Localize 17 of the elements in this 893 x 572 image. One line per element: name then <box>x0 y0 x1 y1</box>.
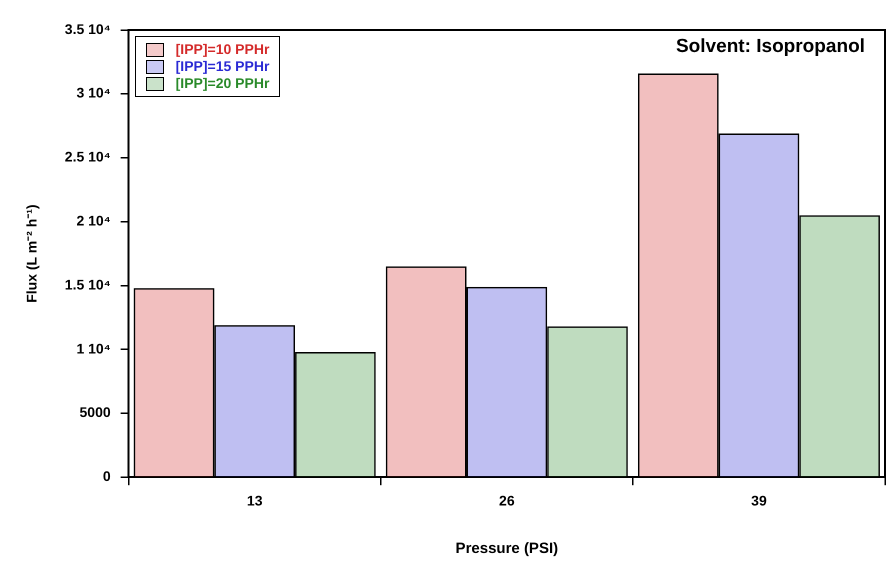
legend-label: [IPP]=10 PPHr <box>176 41 270 58</box>
y-tick-label: 5000 <box>79 404 111 420</box>
legend-label: [IPP]=15 PPHr <box>176 58 270 75</box>
legend-label: [IPP]=20 PPHr <box>176 75 270 92</box>
x-tick-label: 39 <box>751 492 767 508</box>
y-tick-label: 2 10⁴ <box>76 212 111 229</box>
y-tick-label: 2.5 10⁴ <box>64 148 111 165</box>
y-tick-label: 1 10⁴ <box>76 340 111 356</box>
y-tick-label: 3 10⁴ <box>76 84 111 101</box>
x-tick-label: 13 <box>246 492 263 508</box>
annotation: Solvent: Isopropanol <box>676 36 865 58</box>
y-tick-label: 1.5 10⁴ <box>64 276 111 292</box>
y-tick-label: 3.5 10⁴ <box>64 20 111 37</box>
x-tick-label: 26 <box>499 492 515 508</box>
x-axis-title: Pressure (PSI) <box>456 540 558 558</box>
y-axis-title: Flux (L m⁻² h⁻¹) <box>23 204 40 303</box>
y-tick-label: 0 <box>102 468 111 484</box>
